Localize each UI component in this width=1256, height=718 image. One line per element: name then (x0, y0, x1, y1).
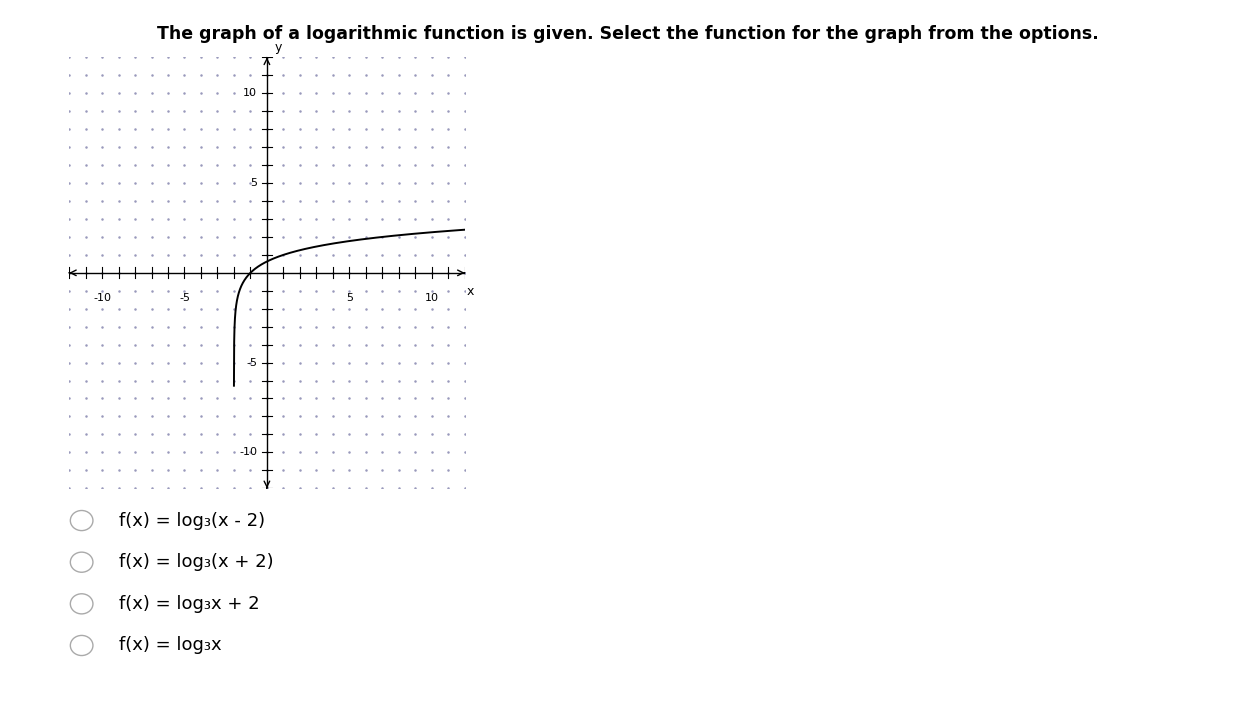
Text: 5: 5 (345, 293, 353, 302)
Text: -5: -5 (178, 293, 190, 302)
Text: -10: -10 (239, 447, 257, 457)
Text: y: y (274, 41, 281, 54)
Text: f(x) = log₃(x - 2): f(x) = log₃(x - 2) (119, 511, 265, 530)
Text: -10: -10 (93, 293, 111, 302)
Text: 10: 10 (425, 293, 438, 302)
Text: 10: 10 (242, 88, 257, 98)
Text: f(x) = log₃(x + 2): f(x) = log₃(x + 2) (119, 553, 274, 572)
Text: f(x) = log₃x + 2: f(x) = log₃x + 2 (119, 595, 260, 613)
Text: The graph of a logarithmic function is given. Select the function for the graph : The graph of a logarithmic function is g… (157, 25, 1099, 43)
Text: -5: -5 (246, 358, 257, 368)
Text: 5: 5 (250, 178, 257, 188)
Text: f(x) = log₃x: f(x) = log₃x (119, 636, 222, 655)
Text: x: x (466, 286, 474, 299)
